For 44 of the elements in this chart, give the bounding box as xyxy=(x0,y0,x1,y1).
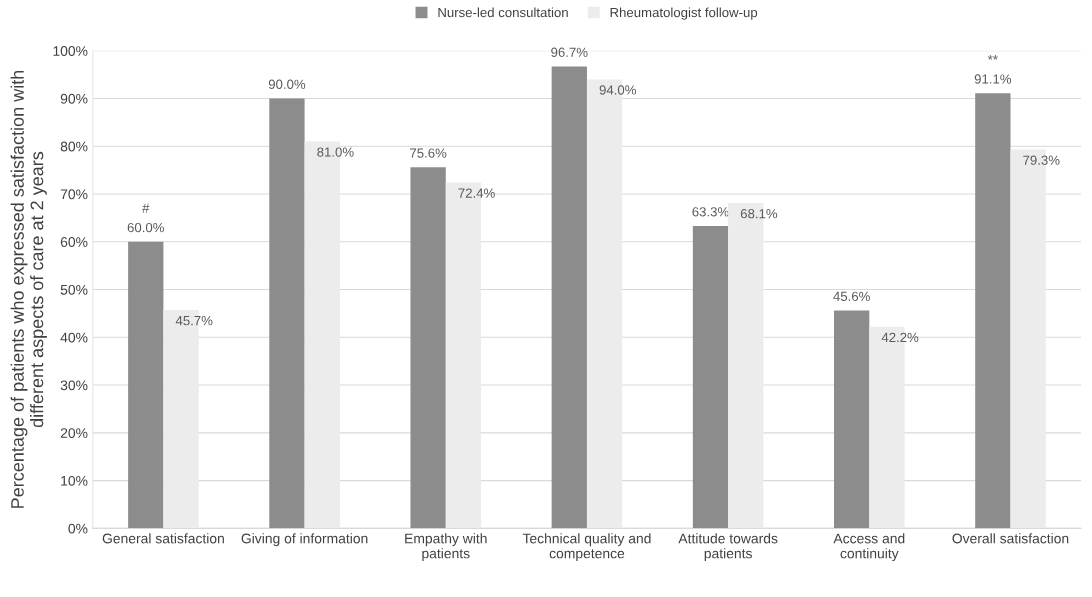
x-tick-label: General satisfaction xyxy=(102,533,224,544)
text: 60.0% xyxy=(127,222,164,233)
text: 45.6% xyxy=(833,291,870,302)
annotation: ** xyxy=(987,55,998,60)
text: 91.1% xyxy=(974,74,1012,84)
y-tick-label: 100% xyxy=(53,46,88,56)
x-tick-label: Overall satisfaction xyxy=(952,533,1069,544)
x-tick-label: Empathy with patients xyxy=(405,533,487,562)
annotation: # xyxy=(142,203,150,213)
bar xyxy=(269,98,305,529)
text: 94.0% xyxy=(599,85,636,95)
text: 72.4% xyxy=(458,188,495,198)
text: 90.0% xyxy=(268,79,306,89)
y-tick-label: 70% xyxy=(60,189,88,200)
bar xyxy=(410,167,446,529)
text: 81.0% xyxy=(317,147,354,157)
x-tick-label: Technical quality and competence xyxy=(522,533,651,562)
y-tick-label: 30% xyxy=(60,380,88,391)
bar xyxy=(975,93,1011,529)
y-tick-label: 40% xyxy=(60,332,88,343)
legend-label: Rheumatologist follow-up xyxy=(610,7,758,20)
y-axis-title: Percentage of patients who expressed satisfaction with different aspects of care at 2 years xyxy=(10,70,47,508)
text: 45.7% xyxy=(175,316,213,326)
x-tick-label: Giving of information xyxy=(241,533,368,547)
bar xyxy=(834,310,870,529)
text: 96.7% xyxy=(551,47,588,57)
y-tick-label: 90% xyxy=(60,93,88,104)
legend-label: Nurse-led consultation xyxy=(438,7,568,18)
bar xyxy=(128,241,164,529)
y-tick-label: 60% xyxy=(60,237,88,247)
bar xyxy=(692,226,729,529)
x-tick-label: Attitude towards patients xyxy=(678,533,778,562)
y-tick-label: 50% xyxy=(60,284,88,295)
y-tick-label: 10% xyxy=(61,475,88,486)
text: 63.3% xyxy=(692,207,729,217)
x-tick-label: Access and continuity xyxy=(833,533,905,562)
bar xyxy=(551,66,587,529)
y-tick-label: 20% xyxy=(60,428,88,438)
text: 75.6% xyxy=(410,148,447,158)
y-tick-label: 0% xyxy=(68,523,88,534)
text: 42.2% xyxy=(881,332,919,342)
text: 68.1% xyxy=(740,209,778,219)
text: 79.3% xyxy=(1023,155,1060,165)
y-tick-label: 80% xyxy=(60,141,88,152)
